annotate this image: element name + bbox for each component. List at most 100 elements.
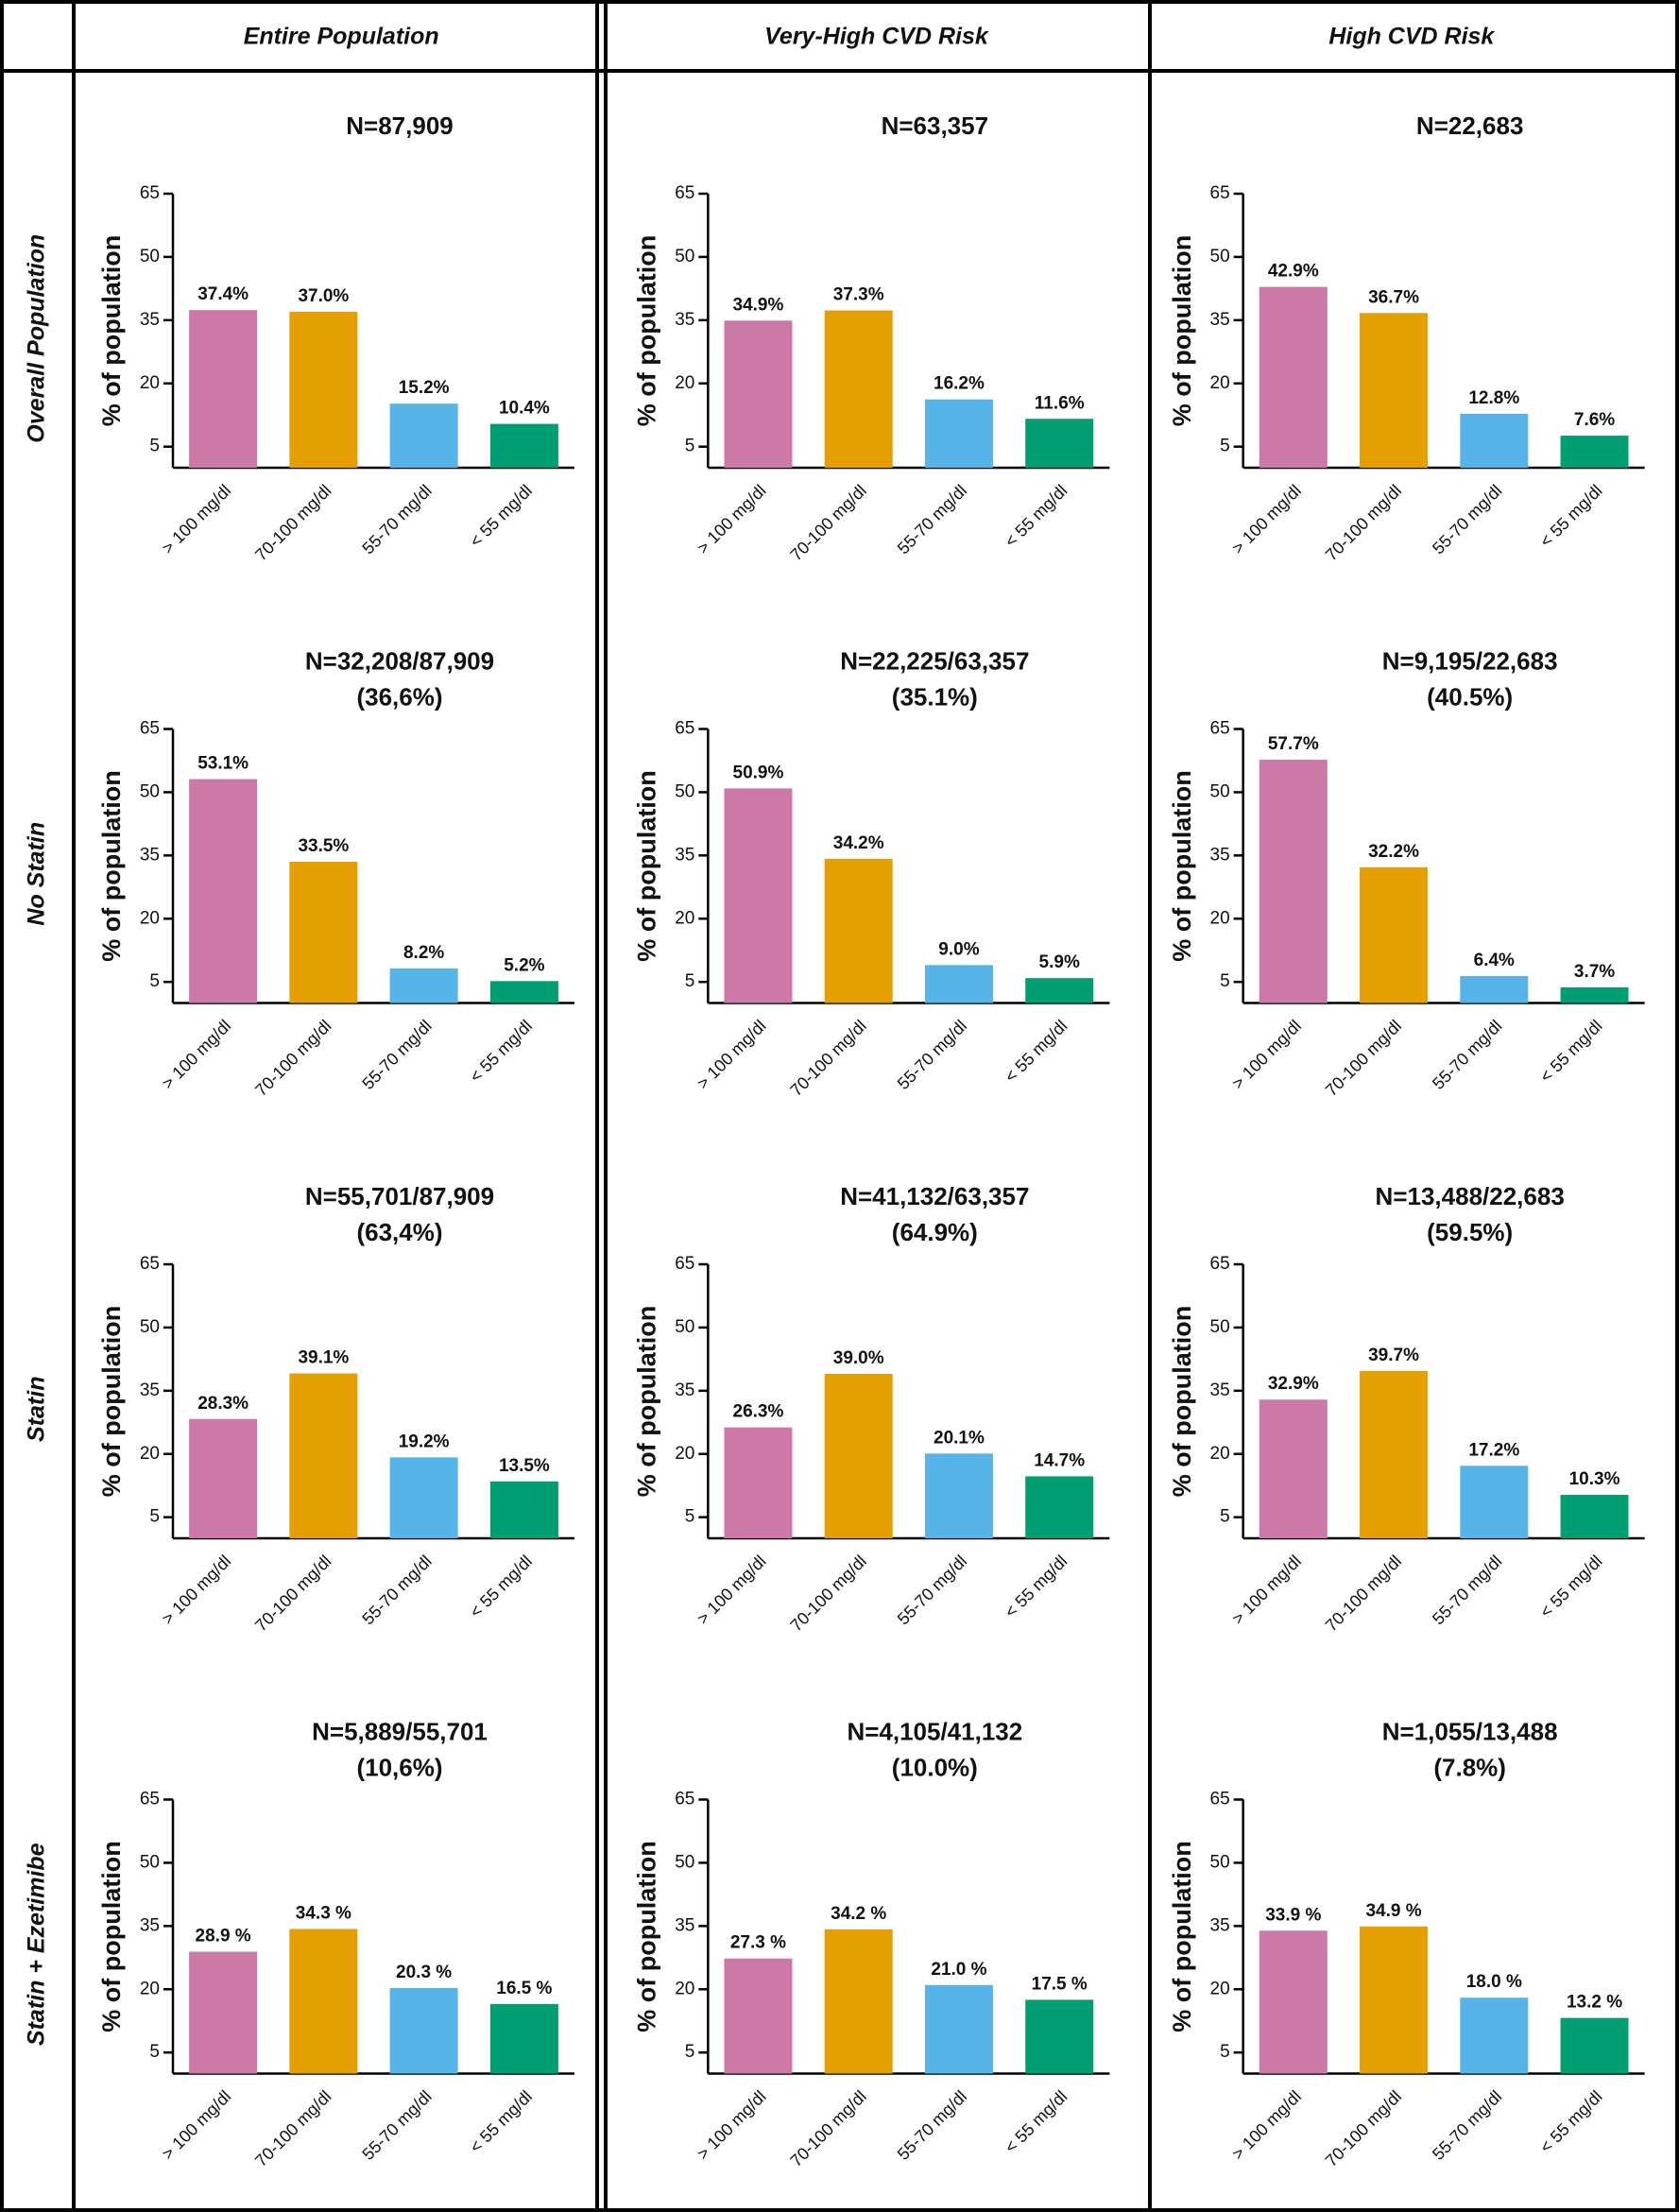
y-tick-label: 5 bbox=[1220, 437, 1230, 456]
y-tick-label: 65 bbox=[675, 1790, 694, 1809]
row-header: No Statin bbox=[24, 822, 50, 926]
chart-title: N=1,055/13,488 bbox=[1382, 1717, 1558, 1745]
y-tick-label: 20 bbox=[675, 908, 694, 928]
value-label: 32.2% bbox=[1368, 842, 1419, 862]
x-tick-label: 70-100 mg/dl bbox=[786, 1552, 869, 1635]
value-label: 21.0 % bbox=[931, 1960, 986, 1980]
bar bbox=[489, 981, 558, 1003]
value-label: 16.2% bbox=[934, 374, 985, 394]
value-label: 17.5 % bbox=[1032, 1974, 1088, 1994]
chart-subtitle: (10,6%) bbox=[356, 1753, 442, 1781]
x-tick-label: 55-70 mg/dl bbox=[358, 1017, 435, 1093]
bar bbox=[1025, 1476, 1094, 1538]
y-axis-label: % of population bbox=[97, 1306, 126, 1497]
bar bbox=[1025, 978, 1094, 1003]
y-tick-label: 35 bbox=[675, 845, 694, 865]
y-tick-label: 20 bbox=[140, 1979, 160, 1998]
value-label: 10.4% bbox=[499, 399, 550, 419]
chart-title: N=32,208/87,909 bbox=[305, 646, 494, 675]
y-tick-label: 5 bbox=[1220, 2042, 1230, 2062]
value-label: 42.9% bbox=[1268, 262, 1319, 282]
x-tick-label: 55-70 mg/dl bbox=[894, 2087, 970, 2164]
y-tick-label: 20 bbox=[140, 908, 160, 928]
row-header: Statin bbox=[24, 1377, 50, 1442]
value-label: 16.5 % bbox=[496, 1979, 552, 1998]
x-tick-label: < 55 mg/dl bbox=[1001, 1017, 1071, 1087]
y-tick-label: 65 bbox=[140, 719, 160, 739]
y-tick-label: 35 bbox=[1210, 845, 1230, 865]
value-label: 53.1% bbox=[197, 754, 248, 774]
value-label: 12.8% bbox=[1468, 388, 1519, 408]
bar bbox=[189, 1418, 258, 1538]
value-label: 19.2% bbox=[399, 1432, 450, 1451]
y-tick-label: 50 bbox=[1210, 247, 1230, 266]
y-tick-label: 5 bbox=[685, 2042, 695, 2062]
y-tick-label: 5 bbox=[1220, 971, 1230, 991]
chart-title: N=5,889/55,701 bbox=[312, 1717, 488, 1745]
bar bbox=[924, 1984, 993, 2074]
x-tick-label: > 100 mg/dl bbox=[158, 481, 234, 557]
y-tick-label: 65 bbox=[1210, 1254, 1230, 1274]
y-tick-label: 65 bbox=[1210, 719, 1230, 739]
y-axis-label: % of population bbox=[632, 1841, 660, 2032]
bar bbox=[724, 1427, 793, 1538]
y-tick-label: 5 bbox=[149, 971, 160, 991]
x-tick-label: > 100 mg/dl bbox=[158, 1552, 234, 1628]
bar bbox=[1025, 419, 1094, 468]
bar bbox=[1259, 1399, 1328, 1538]
value-label: 36.7% bbox=[1368, 287, 1419, 307]
x-tick-label: > 100 mg/dl bbox=[158, 2087, 234, 2164]
value-label: 5.2% bbox=[504, 955, 544, 975]
y-tick-label: 65 bbox=[1210, 1790, 1230, 1809]
y-tick-label: 50 bbox=[140, 1852, 160, 1872]
value-label: 14.7% bbox=[1034, 1450, 1085, 1470]
y-tick-label: 5 bbox=[149, 437, 160, 456]
value-label: 37.0% bbox=[298, 286, 349, 306]
value-label: 27.3 % bbox=[730, 1933, 786, 1953]
y-tick-label: 20 bbox=[1210, 1979, 1230, 1998]
y-tick-label: 35 bbox=[1210, 310, 1230, 330]
y-tick-label: 20 bbox=[1210, 373, 1230, 393]
bar bbox=[924, 1453, 993, 1538]
chart-title: N=87,909 bbox=[346, 111, 453, 140]
y-tick-label: 50 bbox=[140, 1317, 160, 1337]
x-tick-label: > 100 mg/dl bbox=[1228, 481, 1305, 557]
y-tick-label: 50 bbox=[675, 1852, 694, 1872]
x-tick-label: 70-100 mg/dl bbox=[786, 1017, 869, 1100]
x-tick-label: 70-100 mg/dl bbox=[251, 1552, 334, 1635]
y-tick-label: 65 bbox=[675, 1254, 694, 1274]
x-tick-label: 70-100 mg/dl bbox=[786, 2087, 869, 2170]
x-tick-label: 70-100 mg/dl bbox=[251, 2087, 334, 2170]
bar bbox=[824, 1929, 893, 2074]
chart-subtitle: (7.8%) bbox=[1433, 1753, 1506, 1781]
bar bbox=[289, 311, 358, 468]
value-label: 39.7% bbox=[1368, 1346, 1419, 1365]
x-tick-label: 70-100 mg/dl bbox=[786, 481, 869, 564]
bar bbox=[1360, 1370, 1429, 1538]
value-label: 20.3 % bbox=[396, 1963, 452, 1982]
value-label: 33.5% bbox=[298, 836, 349, 856]
x-tick-label: 55-70 mg/dl bbox=[1429, 1017, 1505, 1093]
value-label: 34.2 % bbox=[831, 1904, 886, 1924]
bar bbox=[1259, 286, 1328, 468]
y-tick-label: 50 bbox=[1210, 1317, 1230, 1337]
y-tick-label: 50 bbox=[1210, 1852, 1230, 1872]
y-tick-label: 35 bbox=[140, 1380, 160, 1400]
bar bbox=[1560, 986, 1629, 1003]
value-label: 5.9% bbox=[1039, 952, 1080, 972]
bar bbox=[824, 858, 893, 1003]
y-axis-label: % of population bbox=[632, 1306, 660, 1497]
column-header: High CVD Risk bbox=[1328, 24, 1495, 50]
x-tick-label: > 100 mg/dl bbox=[694, 1017, 770, 1093]
y-tick-label: 20 bbox=[140, 373, 160, 393]
y-tick-label: 65 bbox=[675, 719, 694, 739]
x-tick-label: 55-70 mg/dl bbox=[358, 481, 435, 557]
chart-subtitle: (40.5%) bbox=[1427, 682, 1513, 711]
x-tick-label: < 55 mg/dl bbox=[466, 1017, 536, 1087]
y-tick-label: 65 bbox=[140, 1254, 160, 1274]
value-label: 33.9 % bbox=[1265, 1905, 1321, 1925]
chart-title: N=22,225/63,357 bbox=[840, 646, 1029, 675]
value-label: 57.7% bbox=[1268, 734, 1319, 754]
y-axis-label: % of population bbox=[1168, 235, 1196, 426]
